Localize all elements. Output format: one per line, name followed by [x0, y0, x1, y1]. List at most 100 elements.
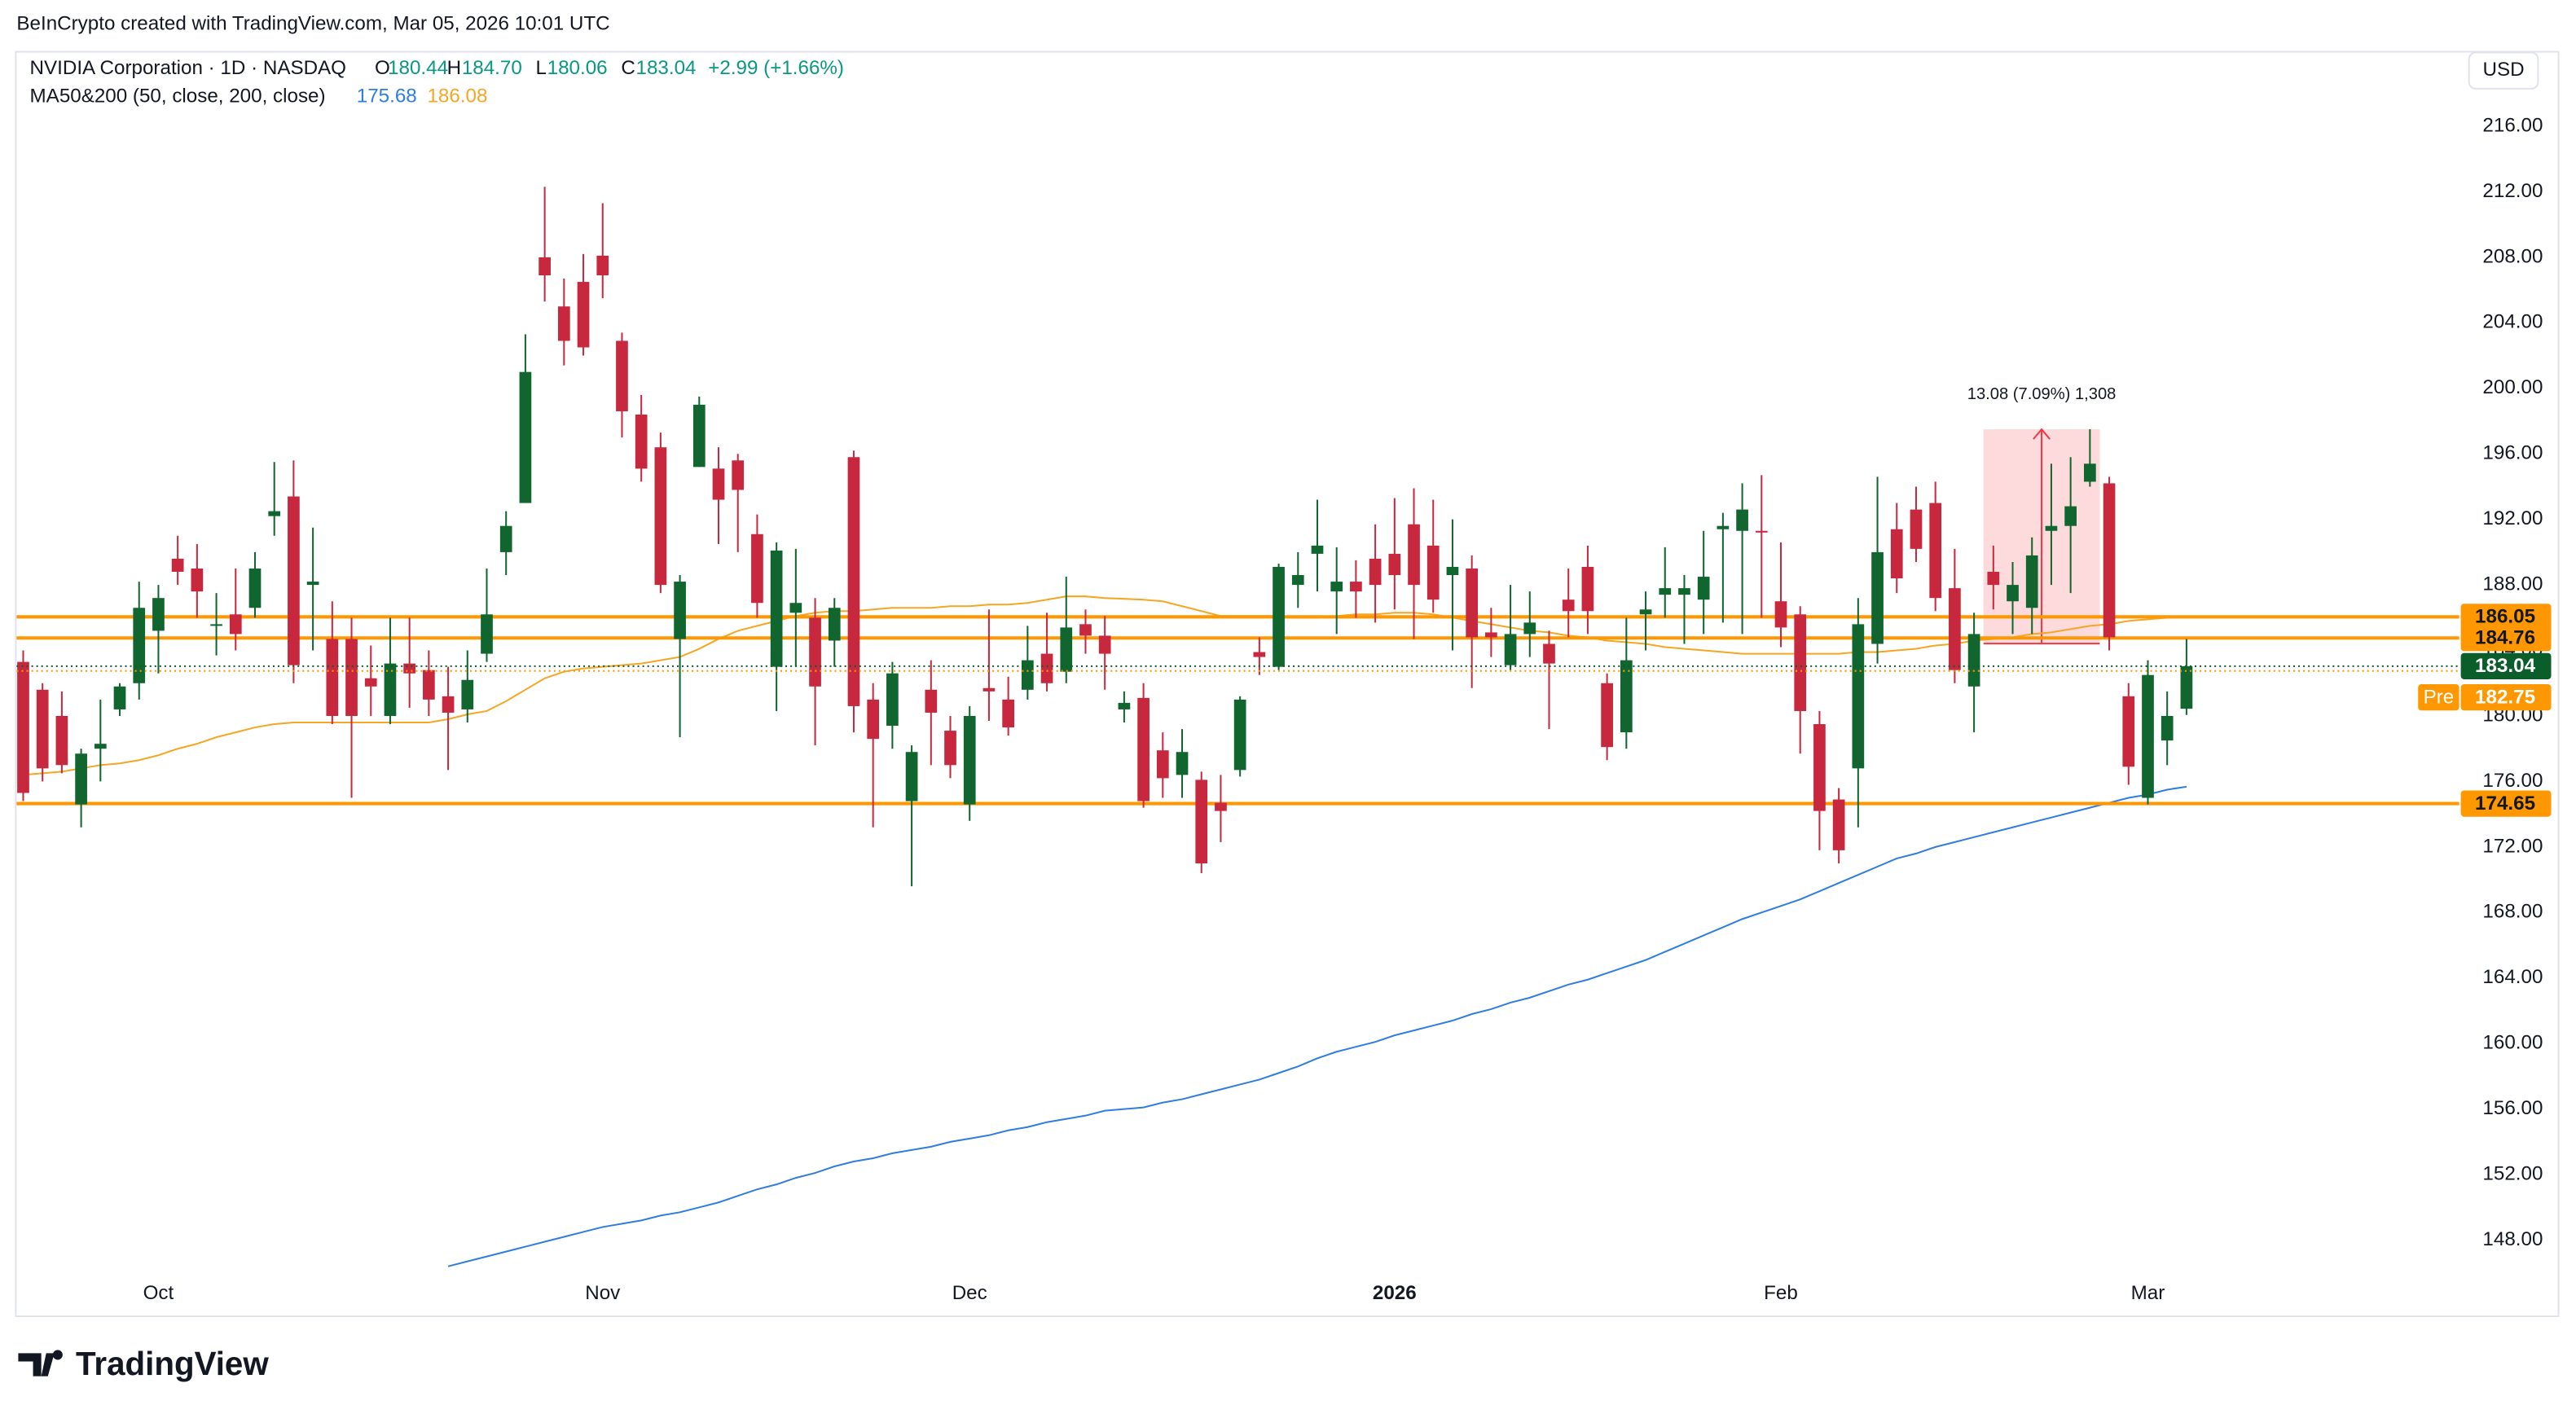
candle-body [248, 568, 262, 608]
ohlc-value: 184.70 [462, 57, 522, 79]
candle-body [306, 582, 319, 586]
candle-body [1717, 525, 1730, 529]
level-tag-text: 186.05 [2475, 606, 2535, 628]
candle-body [423, 670, 435, 700]
candle-body [751, 534, 763, 604]
candle-body [712, 468, 725, 500]
candle-body [963, 715, 976, 805]
candle-body [1697, 577, 1710, 600]
x-tick-label: Mar [2131, 1282, 2165, 1304]
candle-body [1736, 509, 1748, 531]
candle-body [1291, 575, 1304, 586]
candle-body [596, 255, 609, 276]
candle-body [1910, 509, 1923, 549]
candle-body [152, 598, 165, 631]
ohlc-value: 180.06 [547, 57, 608, 79]
candle-body [461, 679, 474, 709]
candle-body [1022, 660, 1034, 690]
x-tick-label: Oct [143, 1282, 174, 1304]
candle-body [847, 457, 860, 706]
candle-body [538, 257, 551, 276]
y-tick-label: 160.00 [2482, 1032, 2543, 1054]
ohlc-label: H [447, 57, 461, 79]
y-tick-label: 172.00 [2482, 835, 2543, 857]
candle-body [1040, 653, 1053, 683]
candle-body [113, 686, 126, 709]
level-tag-text: 174.65 [2475, 793, 2535, 815]
candle-body [1813, 724, 1826, 811]
candle-body [1002, 699, 1014, 728]
candle-body [1330, 582, 1343, 592]
symbol-title: NVIDIA Corporation · 1D · NASDAQ [30, 57, 346, 79]
logo-icon [18, 1350, 63, 1377]
candle-body [732, 460, 745, 490]
candle-body [1871, 551, 1884, 644]
level-tag-box [2460, 625, 2552, 652]
candle-body [1562, 599, 1575, 612]
level-tag-box [2460, 604, 2552, 630]
candle-body [2025, 555, 2038, 608]
candle-body [1581, 566, 1594, 612]
candle-body [674, 582, 686, 639]
candle-body [499, 525, 512, 552]
candle-body [867, 699, 880, 740]
y-tick-label: 216.00 [2482, 114, 2543, 136]
candle-body [2142, 674, 2154, 798]
caption: BeInCrypto created with TradingView.com,… [16, 13, 609, 35]
x-tick-label: Nov [585, 1282, 621, 1304]
candle-body [635, 414, 648, 469]
candle-body [1426, 545, 1440, 600]
candle-body [616, 340, 628, 411]
level-tag-box [2460, 790, 2552, 817]
currency-button[interactable] [2468, 51, 2539, 90]
candle-body [1060, 627, 1073, 672]
level-tag-text: 184.76 [2475, 627, 2535, 649]
ma-line [23, 595, 2187, 776]
y-tick-label: 168.00 [2482, 901, 2543, 923]
candle-body [94, 744, 107, 749]
y-tick-label: 152.00 [2482, 1162, 2543, 1184]
candle-body [1350, 582, 1362, 592]
candle-body [1659, 588, 1672, 595]
chart-frame [15, 50, 2560, 1318]
candle-body [828, 608, 841, 641]
x-tick-label: 2026 [1373, 1282, 1417, 1304]
candle-body [654, 447, 667, 586]
candle-body [982, 687, 996, 692]
candle-body [905, 752, 918, 801]
ma-legend: MA50&200 (50, close, 200, close) [30, 85, 326, 107]
currency-label[interactable]: USD [2482, 59, 2524, 81]
candle-body [925, 689, 938, 713]
candle-body [191, 568, 204, 592]
y-tick-label: 192.00 [2482, 507, 2543, 529]
candle-body [1195, 779, 1208, 863]
candle-body [789, 603, 802, 613]
candle-body [364, 678, 377, 687]
measure-label: 13.08 (7.09%) 1,308 [1967, 385, 2117, 403]
candle-body [809, 617, 821, 687]
candle-body [2064, 506, 2077, 526]
pre-price-tag-box [2460, 684, 2552, 711]
candle-body [210, 624, 222, 626]
candle-body [577, 282, 590, 348]
candle-body [557, 306, 570, 341]
x-tick-label: Feb [1764, 1282, 1798, 1304]
candle-body [1523, 622, 1536, 635]
logo-text: TradingView [76, 1345, 269, 1382]
candle-body [1485, 632, 1497, 638]
candle-body [288, 496, 300, 665]
candle-body [403, 663, 416, 674]
candle-body [1949, 588, 1961, 670]
y-tick-label: 188.00 [2482, 573, 2543, 595]
candle-body [75, 753, 87, 805]
ohlc-value: 183.04 [636, 57, 697, 79]
candle-body [1233, 699, 1246, 771]
ohlc-label: O [375, 57, 390, 79]
candle-body [171, 558, 184, 573]
candle-body [1794, 614, 1807, 711]
candle-body [886, 673, 899, 727]
ma-value: 186.08 [427, 85, 487, 107]
candle-body [1774, 601, 1787, 628]
last-price-tag-text: 183.04 [2475, 655, 2536, 677]
candle-body [1176, 752, 1189, 775]
